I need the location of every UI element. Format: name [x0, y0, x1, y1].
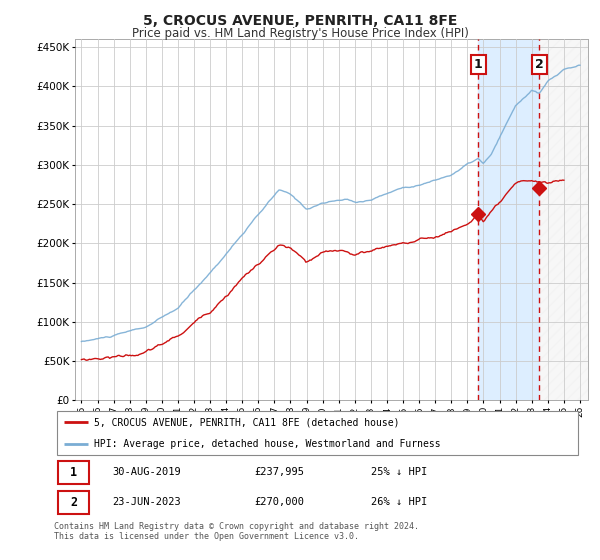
- Bar: [539, 39, 588, 400]
- Text: 26% ↓ HPI: 26% ↓ HPI: [371, 497, 427, 507]
- Text: Price paid vs. HM Land Registry's House Price Index (HPI): Price paid vs. HM Land Registry's House …: [131, 27, 469, 40]
- Text: 2: 2: [535, 58, 544, 71]
- FancyBboxPatch shape: [56, 412, 578, 455]
- Text: 2: 2: [70, 496, 77, 509]
- Text: 1: 1: [474, 58, 482, 71]
- Text: £237,995: £237,995: [254, 467, 305, 477]
- FancyBboxPatch shape: [58, 491, 89, 514]
- Text: 25% ↓ HPI: 25% ↓ HPI: [371, 467, 427, 477]
- Text: 5, CROCUS AVENUE, PENRITH, CA11 8FE: 5, CROCUS AVENUE, PENRITH, CA11 8FE: [143, 14, 457, 28]
- FancyBboxPatch shape: [58, 460, 89, 483]
- Bar: [478, 39, 539, 400]
- Text: 30-AUG-2019: 30-AUG-2019: [112, 467, 181, 477]
- Text: HPI: Average price, detached house, Westmorland and Furness: HPI: Average price, detached house, West…: [94, 440, 440, 450]
- Text: Contains HM Land Registry data © Crown copyright and database right 2024.
This d: Contains HM Land Registry data © Crown c…: [54, 522, 419, 542]
- Text: 5, CROCUS AVENUE, PENRITH, CA11 8FE (detached house): 5, CROCUS AVENUE, PENRITH, CA11 8FE (det…: [94, 417, 399, 427]
- Text: 1: 1: [70, 465, 77, 479]
- Text: £270,000: £270,000: [254, 497, 305, 507]
- Text: 23-JUN-2023: 23-JUN-2023: [112, 497, 181, 507]
